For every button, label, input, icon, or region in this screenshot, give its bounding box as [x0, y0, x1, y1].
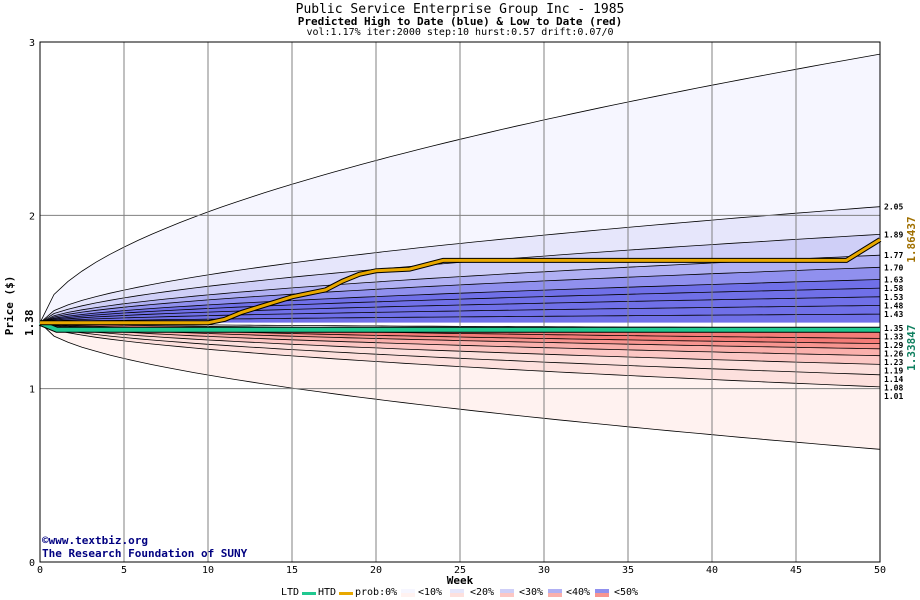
x-tick-label: 0	[37, 565, 43, 576]
quantile-value-label: 1.29	[884, 341, 903, 350]
quantile-value-label: 1.43	[884, 310, 903, 319]
chart-params: vol:1.17% iter:2000 step:10 hurst:0.57 d…	[306, 27, 614, 38]
low-band-6	[40, 322, 880, 375]
quantile-value-label: 1.77	[884, 251, 903, 260]
legend-swatch-p20	[500, 589, 514, 597]
htd-end-value: 1.86437	[905, 216, 918, 262]
quantile-value-label: 1.35	[884, 324, 903, 333]
legend-label-p10: <10%	[418, 587, 443, 598]
high-band-2	[40, 234, 880, 323]
legend-swatch-p30	[548, 589, 562, 597]
x-tick-label: 20	[370, 565, 382, 576]
plot-frame	[39, 41, 881, 563]
quantile-value-label: 1.53	[884, 293, 903, 302]
high-band-4	[40, 267, 880, 323]
legend-label-p20: <20%	[470, 587, 495, 598]
high-band-6	[40, 288, 880, 323]
low-band-3	[40, 322, 880, 349]
quantile-value-label: 1.23	[884, 358, 903, 367]
x-tick-label: 30	[538, 565, 550, 576]
htd-line	[40, 238, 881, 325]
x-tick-label: 10	[202, 565, 214, 576]
legend-swatch-ltd	[302, 592, 316, 595]
legend: LTD HTD prob:0% <10% <20% <30% <40% <50%	[0, 586, 920, 600]
quantile-value-label: 1.01	[884, 392, 903, 401]
quantile-value-label: 1.26	[884, 350, 903, 359]
y-axis-title: Price ($)	[3, 276, 16, 336]
legend-label-ltd: LTD	[281, 587, 300, 598]
quantile-value-label: 1.58	[884, 284, 903, 293]
quantile-value-label: 1.33	[884, 333, 903, 342]
y-tick-label: 2	[29, 211, 35, 222]
quantile-value-label: 1.63	[884, 275, 903, 284]
quantile-value-label: 1.89	[884, 230, 903, 239]
x-tick-label: 15	[286, 565, 298, 576]
credit-org: The Research Foundation of SUNY	[42, 547, 248, 560]
quantile-value-label: 1.70	[884, 263, 903, 272]
legend-swatch-p0	[401, 589, 415, 597]
y-tick-label: 3	[29, 38, 35, 49]
high-band-5	[40, 279, 880, 323]
y-tick-label: 1	[29, 385, 35, 396]
x-tick-label: 25	[454, 565, 466, 576]
x-tick-label: 50	[874, 565, 886, 576]
high-band-1	[40, 206, 880, 323]
x-tick-label: 5	[121, 565, 127, 576]
y-tick-label: 0	[29, 558, 35, 569]
x-axis-title: Week	[447, 574, 474, 587]
legend-swatch-p10	[450, 589, 464, 597]
legend-swatch-htd	[339, 592, 353, 595]
legend-label-p30: <30%	[519, 587, 544, 598]
chart-subtitle: Predicted High to Date (blue) & Low to D…	[297, 15, 623, 28]
low-band-2	[40, 322, 880, 344]
quantile-value-label: 1.14	[884, 375, 903, 384]
x-tick-label: 45	[790, 565, 802, 576]
legend-label-p0: prob:0%	[355, 587, 398, 598]
legend-label-htd: HTD	[318, 587, 337, 598]
low-band-4	[40, 322, 880, 356]
legend-label-p50: <50%	[614, 587, 639, 598]
chart-title: Public Service Enterprise Group Inc - 19…	[295, 2, 625, 17]
ltd-end-value: 1.33847	[905, 325, 918, 371]
quantile-value-label: 1.48	[884, 301, 903, 310]
low-band-7	[40, 322, 880, 387]
ltd-line	[39, 320, 880, 332]
x-tick-label: 35	[622, 565, 634, 576]
legend-label-p40: <40%	[566, 587, 591, 598]
x-tick-label: 40	[706, 565, 718, 576]
legend-swatch-p40	[595, 589, 609, 597]
low-band-5	[40, 322, 880, 365]
quantile-value-label: 1.19	[884, 367, 903, 376]
start-value-label: 1.38	[23, 310, 36, 337]
quantile-value-label: 1.08	[884, 384, 903, 393]
quantile-value-label: 2.05	[884, 203, 903, 212]
credit-url: ©www.textbiz.org	[42, 534, 148, 547]
high-band-3	[40, 255, 880, 323]
